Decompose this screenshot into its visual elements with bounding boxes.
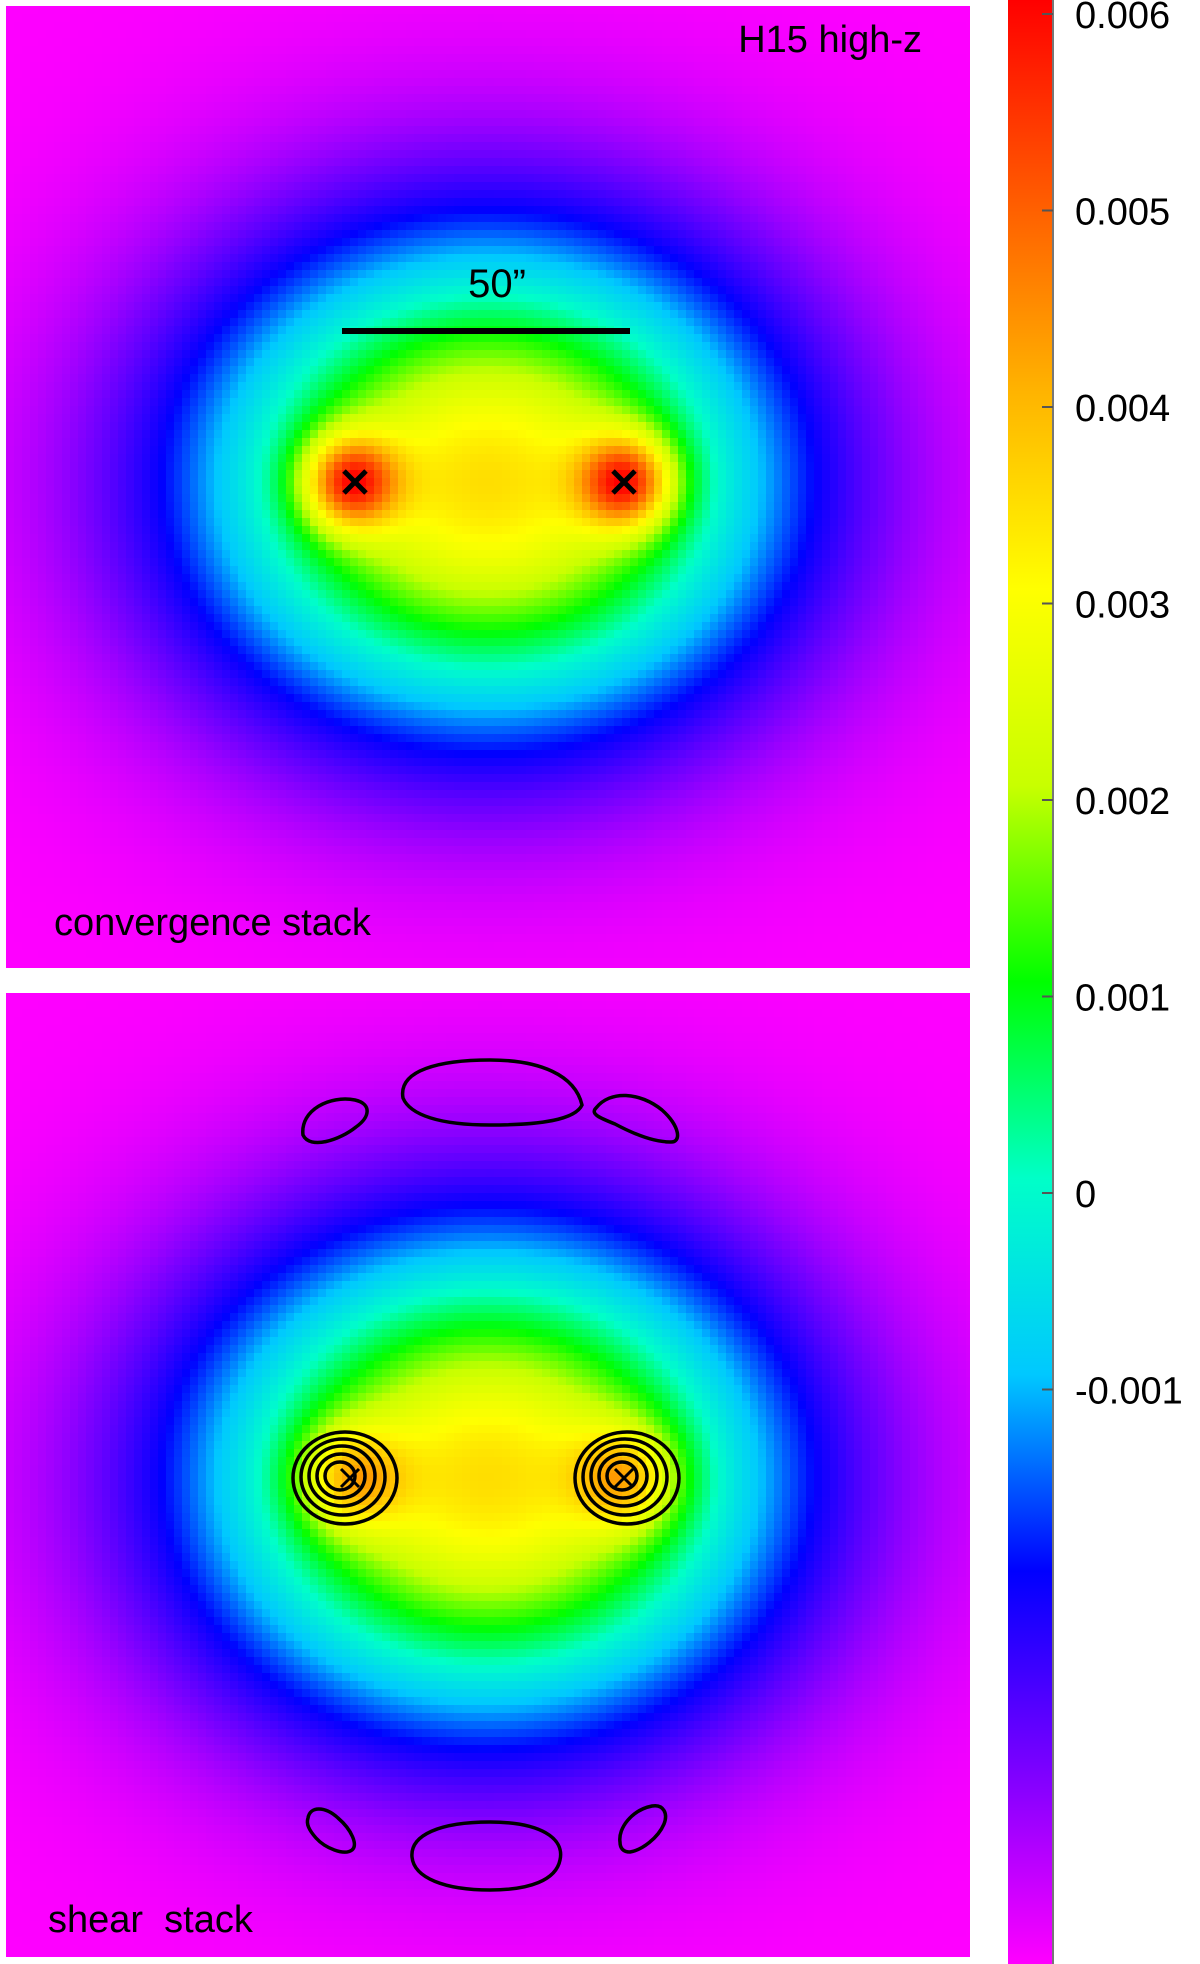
scale-bar: 50” bbox=[342, 262, 630, 334]
shear-heatmap bbox=[6, 993, 970, 1957]
contour-bottom-center bbox=[410, 1820, 563, 1892]
convergence-heatmap bbox=[6, 6, 970, 968]
contours bbox=[291, 1058, 681, 1892]
contour-top-right bbox=[592, 1093, 680, 1144]
scale-bar-label: 50” bbox=[468, 262, 526, 306]
colorbar-ticks: 0.006 0.005 0.004 0.003 0.002 0.001 0 -0.001 bbox=[1042, 0, 1183, 1413]
panel-shear: shear stack bbox=[6, 993, 970, 1957]
panel-label-convergence: convergence stack bbox=[54, 902, 372, 944]
colorbar-tick-label: 0 bbox=[1075, 1174, 1096, 1216]
colorbar-gradient bbox=[1008, 0, 1053, 1964]
colorbar-tick-label: 0.005 bbox=[1075, 192, 1170, 234]
contour-top-center bbox=[400, 1058, 584, 1127]
contour-rings-right bbox=[573, 1430, 681, 1526]
contour-bottom-right bbox=[618, 1804, 668, 1854]
contour-top-left bbox=[301, 1097, 369, 1145]
contour-bottom-left bbox=[305, 1807, 357, 1854]
panel-convergence: 50” H15 high-z convergence stack bbox=[6, 6, 970, 968]
colorbar-tick-label: 0.003 bbox=[1075, 585, 1170, 627]
peak-marker-left bbox=[342, 469, 368, 495]
colorbar-tick-label: 0.002 bbox=[1075, 781, 1170, 823]
colorbar-tick-label: -0.001 bbox=[1075, 1371, 1183, 1413]
colorbar: 0.006 0.005 0.004 0.003 0.002 0.001 0 -0.001 bbox=[1008, 0, 1183, 1964]
peak-marker-right bbox=[611, 469, 637, 495]
colorbar-tick-label: 0.001 bbox=[1075, 978, 1170, 1020]
corner-label: H15 high-z bbox=[738, 19, 922, 61]
peak-marker-left-shear bbox=[339, 1467, 361, 1489]
colorbar-tick-label: 0.006 bbox=[1075, 0, 1170, 37]
peak-marker-right-shear bbox=[613, 1467, 635, 1489]
contour-rings-left bbox=[291, 1430, 399, 1526]
panel-label-shear: shear stack bbox=[48, 1899, 254, 1941]
colorbar-tick-label: 0.004 bbox=[1075, 388, 1170, 430]
